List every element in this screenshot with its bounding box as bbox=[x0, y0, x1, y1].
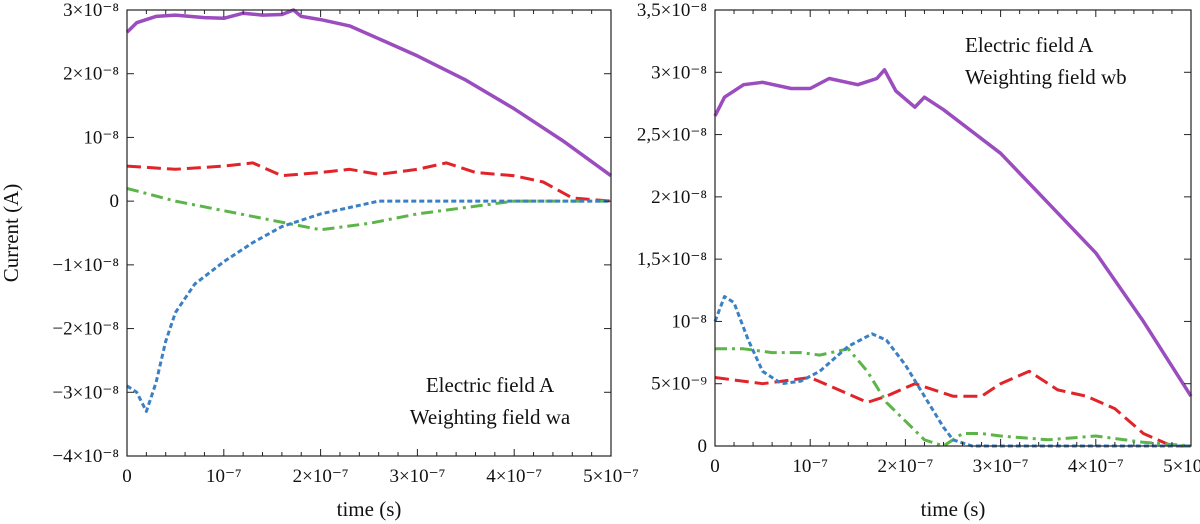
x-tick-label: 10⁻⁷ bbox=[792, 456, 828, 477]
annotation-line-1: Electric field A bbox=[965, 33, 1094, 57]
y-tick-label: −2×10⁻⁸ bbox=[52, 319, 119, 340]
y-tick-label: 10⁻⁸ bbox=[83, 127, 119, 148]
series-red-line bbox=[126, 161, 612, 203]
y-tick-label: 3,5×10⁻⁸ bbox=[637, 0, 707, 21]
chart-panel-2: 0 10⁻⁷ 2×10⁻⁷ 3×10⁻⁷ 4×10⁻⁷ 5×10⁻⁷ 0 5×10⁻⁹ 10⁻⁸… bbox=[637, 0, 1200, 521]
chart-panel-1: 0 10⁻⁷ 2×10⁻⁷ 3×10⁻⁷ 4×10⁻⁷ 5×10⁻⁷ −4×10⁻⁸ −3×1… bbox=[0, 0, 639, 521]
x-axis-label: time (s) bbox=[921, 497, 986, 521]
annotation-line-2: Weighting field wb bbox=[965, 65, 1127, 89]
series-purple-line bbox=[713, 68, 1193, 398]
y-tick-label: 5×10⁻⁹ bbox=[651, 374, 707, 395]
x-tick-label: 3×10⁻⁷ bbox=[973, 456, 1029, 477]
y-tick-label: −3×10⁻⁸ bbox=[52, 382, 119, 403]
series-blue-line bbox=[126, 199, 611, 413]
series-purple-line bbox=[125, 8, 613, 178]
y-tick-label: −4×10⁻⁸ bbox=[52, 446, 119, 467]
x-tick-label: 4×10⁻⁷ bbox=[1068, 456, 1124, 477]
annotation-line-1: Electric field A bbox=[426, 373, 555, 397]
series-green-line bbox=[715, 347, 1192, 448]
y-tick-label: 3×10⁻⁸ bbox=[63, 0, 119, 21]
y-axis-label: Current (A) bbox=[0, 184, 23, 283]
x-tick-label: 0 bbox=[122, 466, 132, 487]
y-tick-label: 0 bbox=[698, 436, 708, 457]
y-tick-label: 10⁻⁸ bbox=[671, 311, 707, 332]
x-tick-label: 0 bbox=[710, 456, 720, 477]
y-tick-label: 2,5×10⁻⁸ bbox=[637, 125, 707, 146]
y-tick-label: 2×10⁻⁸ bbox=[651, 187, 707, 208]
x-tick-label: 3×10⁻⁷ bbox=[389, 466, 445, 487]
y-tick-label: 2×10⁻⁸ bbox=[63, 64, 119, 85]
x-tick-label: 10⁻⁷ bbox=[206, 466, 242, 487]
x-tick-label: 4×10⁻⁷ bbox=[486, 466, 542, 487]
y-tick-label: −1×10⁻⁸ bbox=[52, 255, 119, 276]
x-tick-label: 2×10⁻⁷ bbox=[293, 466, 349, 487]
x-tick-label: 5×10⁻⁷ bbox=[583, 466, 639, 487]
y-tick-label: 0 bbox=[110, 191, 120, 212]
series-green-line bbox=[126, 186, 611, 232]
x-tick-label: 5×10⁻⁷ bbox=[1163, 456, 1200, 477]
annotation-line-2: Weighting field wa bbox=[410, 405, 571, 429]
x-tick-label: 2×10⁻⁷ bbox=[877, 456, 933, 477]
y-tick-label: 3×10⁻⁸ bbox=[651, 62, 707, 83]
plot-frame bbox=[714, 9, 1192, 447]
plot-frame bbox=[126, 9, 612, 457]
y-tick-label: 1,5×10⁻⁸ bbox=[637, 249, 707, 270]
series-blue-line bbox=[713, 295, 1191, 448]
x-axis-label: time (s) bbox=[337, 497, 402, 521]
